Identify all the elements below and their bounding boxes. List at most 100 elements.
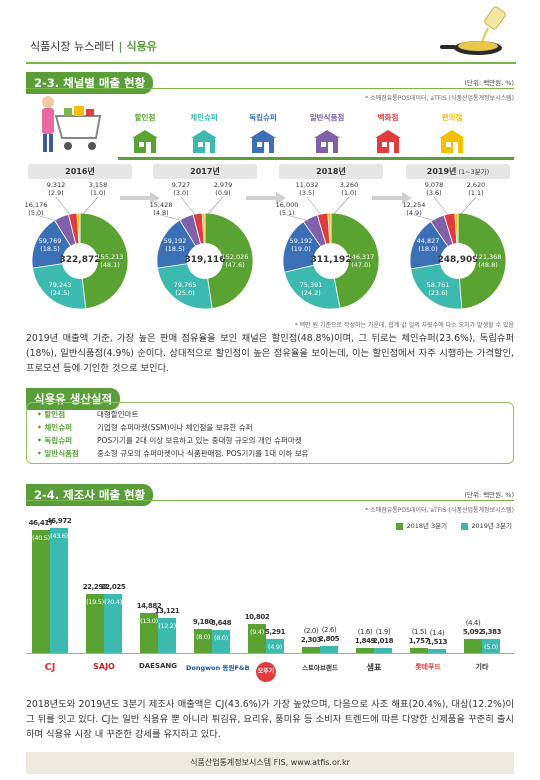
pie-label-purple-1: 15,428 (4.8) — [141, 201, 181, 217]
channel-label-2: 독립슈퍼 — [249, 113, 277, 122]
shopping-cart-illustration — [42, 96, 102, 152]
pie-value: 59,769 — [38, 237, 62, 245]
oil-bottle-icon — [484, 6, 506, 30]
header-separator: | — [118, 40, 123, 53]
bar-value-1-0: 46,972 — [46, 517, 72, 526]
source-note: * 소매점유통POS데이터, aTFIS (식품산업통계정보시스템) — [365, 507, 514, 514]
pie-label-purple-0: 16,176 (5.0) — [16, 201, 56, 217]
bar-value-0-3: 9,180 — [192, 617, 214, 626]
year-label-text: 2019년 — [426, 167, 457, 176]
section-rule — [26, 500, 514, 501]
pie-label-blue-1: 59,192 (18.5) — [155, 237, 195, 253]
bar-value-1-5: 2,805 — [318, 634, 340, 643]
pie-slice-0-0 — [79, 212, 129, 310]
pie-total-3: 248,909 — [437, 255, 479, 265]
pie-share: (47.6) — [225, 261, 245, 269]
bar-0-0 — [32, 529, 50, 653]
bar-value-1-6: 2,018 — [372, 636, 394, 645]
pie-share: (0.9) — [215, 189, 231, 197]
glossary-term: 할인점 — [37, 409, 97, 420]
pie-value: 146,317 — [347, 253, 375, 261]
bar-1-4 — [266, 638, 284, 653]
pie-label-blue-2: 59,192 (19.0) — [281, 237, 321, 253]
year-label-text: 2016년 — [65, 167, 95, 176]
bar-value-0-8: 5,092 — [462, 628, 484, 637]
channel-label-5: 편의점 — [441, 113, 463, 122]
pie-share: (2.9) — [48, 189, 64, 197]
pie-label-big-1: 152,026 (47.6) — [215, 253, 255, 269]
bar-share-0-1: (19.5) — [86, 597, 104, 606]
pie-hole-1 — [187, 243, 223, 279]
pie-share: (18.5) — [40, 245, 60, 253]
pie-label-yellow-1: 2,979 (0.9) — [203, 181, 243, 197]
pie-value: 59,192 — [289, 237, 313, 245]
pie-share: (24.5) — [50, 289, 70, 297]
pie-label-red-3: 9,078 (3.6) — [414, 181, 454, 197]
pie-value: 11,032 — [295, 181, 319, 189]
shopper-head-icon — [42, 96, 54, 108]
bar-legend: 2018년 3분기 2019년 3분기 — [396, 520, 512, 530]
bar-value-0-0: 46,417 — [28, 518, 54, 527]
maker-logo-3: Dongwon 동원F&B — [186, 664, 250, 672]
bar-share-1-1: (20.4) — [104, 598, 122, 607]
legend-label-2019: 2019년 3분기 — [471, 522, 512, 530]
year-label-sub: (1~3분기) — [456, 168, 490, 176]
pie-share: (3.5) — [299, 189, 315, 197]
pie-value: 15,428 — [149, 201, 173, 209]
pie-label-purple-3: 12,254 (4.9) — [394, 201, 434, 217]
unit-label: (단위: 백만원, %) — [464, 79, 514, 87]
bar-share-0-8: (4.4) — [465, 619, 481, 628]
year-label-3: 2019년 (1~3분기) — [406, 164, 510, 179]
year-label-text: 2017년 — [190, 167, 220, 176]
pie-value: 2,620 — [466, 181, 486, 189]
bar-share-0-7: (1.5) — [411, 628, 427, 637]
section-rule — [26, 88, 514, 89]
pie-share: (18.0) — [418, 245, 438, 253]
bar-baseline — [26, 653, 514, 654]
year-arrow-2 — [372, 192, 412, 204]
channel-pie-charts — [31, 192, 507, 310]
pan-handle — [440, 45, 456, 49]
pie-leader-2-1 — [306, 196, 322, 216]
bar-share-0-0: (40.5) — [32, 533, 50, 542]
section-title-maker-sales: 2-4. 제조사 매출 현황 — [26, 484, 154, 506]
source-note: * 소매점유통POS데이터, aTFIS (식품산업통계정보시스템) — [365, 95, 514, 102]
bar-share-0-5: (2.0) — [303, 626, 319, 635]
pie-value: 79,243 — [48, 281, 72, 289]
pie-label-teal-0: 79,243 (24.5) — [40, 281, 80, 297]
bar-0-1 — [86, 593, 104, 653]
pie-label-big-0: 155,213 (48.1) — [90, 253, 130, 269]
pie-value: 3,158 — [88, 181, 108, 189]
pie-label-yellow-2: 3,260 (1.0) — [329, 181, 369, 197]
bar-share-1-3: (8.0) — [214, 633, 228, 642]
pie-leader-3-2 — [460, 196, 477, 215]
bar-value-1-7: 1,513 — [426, 637, 448, 646]
channel-label-0: 할인점 — [134, 113, 156, 122]
pie-value: 16,000 — [275, 201, 299, 209]
pie-share: (5.0) — [28, 209, 44, 217]
glossary-desc: 중소형 규모의 슈퍼마켓이나 식품판매점. POS기기를 1대 이하 보유 — [97, 449, 309, 458]
bar-1-3 — [212, 629, 230, 653]
bar-share-1-6: (1.9) — [375, 627, 391, 636]
bar-share-1-2: (12.2) — [158, 622, 176, 631]
bar-1-1 — [104, 594, 122, 653]
bar-share-1-5: (2.6) — [321, 625, 337, 634]
pie-share: (3.6) — [426, 189, 442, 197]
pie-share: (1.1) — [468, 189, 484, 197]
pie-leader-1-2 — [207, 196, 224, 215]
pie-share: (4.9) — [406, 209, 422, 217]
pie-leader-1-1 — [180, 196, 196, 216]
pie-share: (48.1) — [100, 261, 120, 269]
discount-store-icon — [132, 130, 158, 153]
independent-super-icon — [250, 130, 276, 153]
bar-value-0-5: 2,303 — [300, 635, 322, 644]
pie-value: 59,192 — [163, 237, 187, 245]
shopper-body — [42, 108, 54, 134]
pie-leader-3-1 — [433, 196, 449, 216]
pie-share: (23.6) — [428, 289, 448, 297]
rounding-note: * 백만 원 기준으로 작성하는 가운데, 합계 값 일의 자릿수에 다소 오차… — [294, 322, 514, 329]
